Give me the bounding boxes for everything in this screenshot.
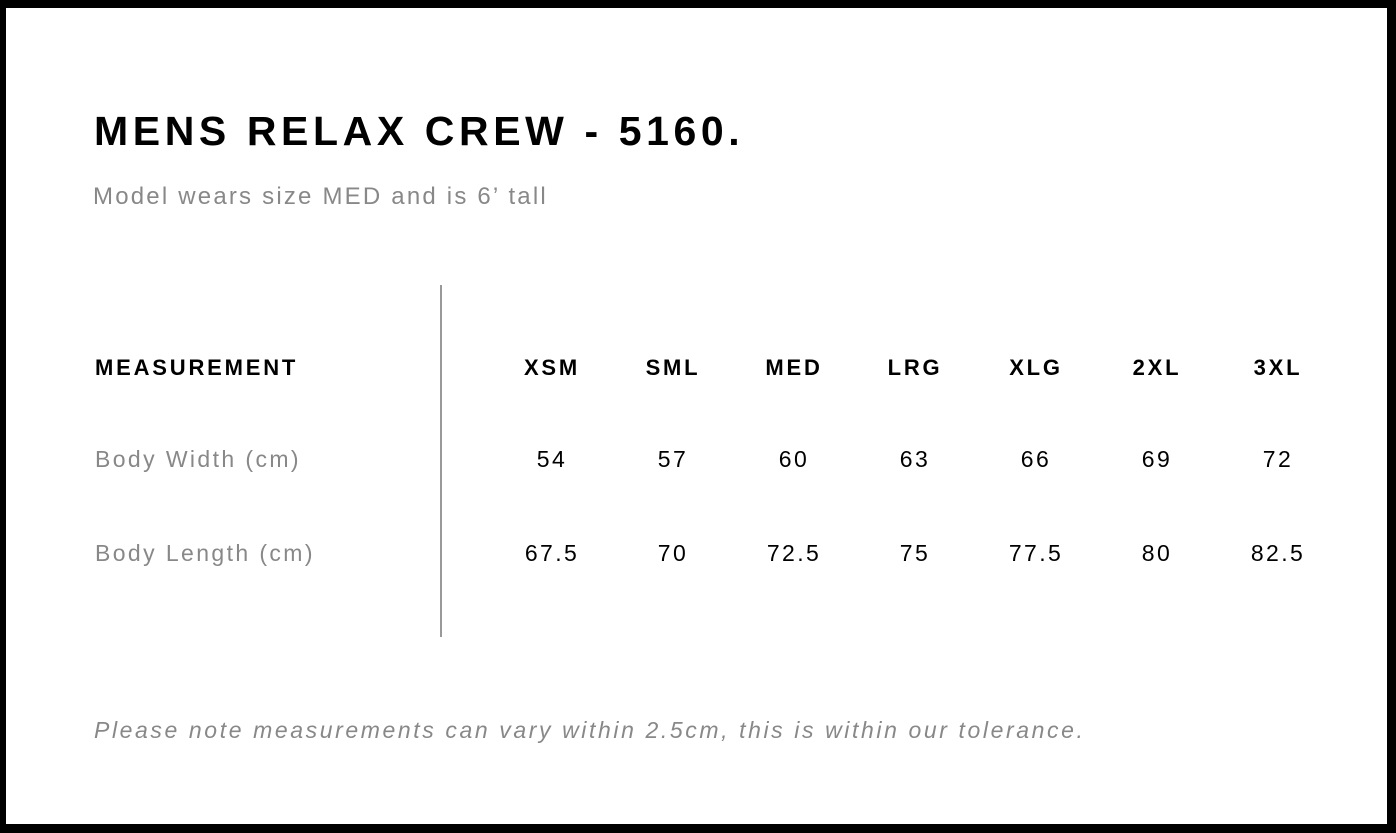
size-header-sml: SML [645,355,701,380]
row-label: Body Length (cm) [95,540,315,566]
measurement-header: MEASUREMENT [95,355,299,380]
size-header-xlg: XLG [1009,355,1063,380]
column-divider [440,285,442,637]
row-label: Body Width (cm) [95,446,301,472]
model-info: Model wears size MED and is 6’ tall [93,183,548,210]
size-header-xsm: XSM [523,355,581,380]
size-header-lrg: LRG [887,355,943,380]
table-cell: 75 [899,540,931,566]
size-header-3xl: 3XL [1253,355,1303,380]
table-cell: 60 [778,446,810,472]
table-cell: 63 [899,446,931,472]
table-cell: 72 [1262,446,1294,472]
table-cell: 72.5 [766,540,822,566]
table-cell: 57 [657,446,689,472]
table-cell: 80 [1141,540,1173,566]
table-cell: 67.5 [524,540,580,566]
table-cell: 77.5 [1008,540,1064,566]
table-cell: 69 [1141,446,1173,472]
size-header-med: MED [765,355,823,380]
tolerance-note: Please note measurements can vary within… [94,717,1086,743]
table-cell: 82.5 [1250,540,1306,566]
table-cell: 66 [1020,446,1052,472]
size-header-2xl: 2XL [1132,355,1182,380]
size-chart-card: MENS RELAX CREW - 5160. Model wears size… [6,8,1387,824]
table-cell: 70 [657,540,689,566]
page-title: MENS RELAX CREW - 5160. [94,108,745,154]
table-cell: 54 [536,446,568,472]
